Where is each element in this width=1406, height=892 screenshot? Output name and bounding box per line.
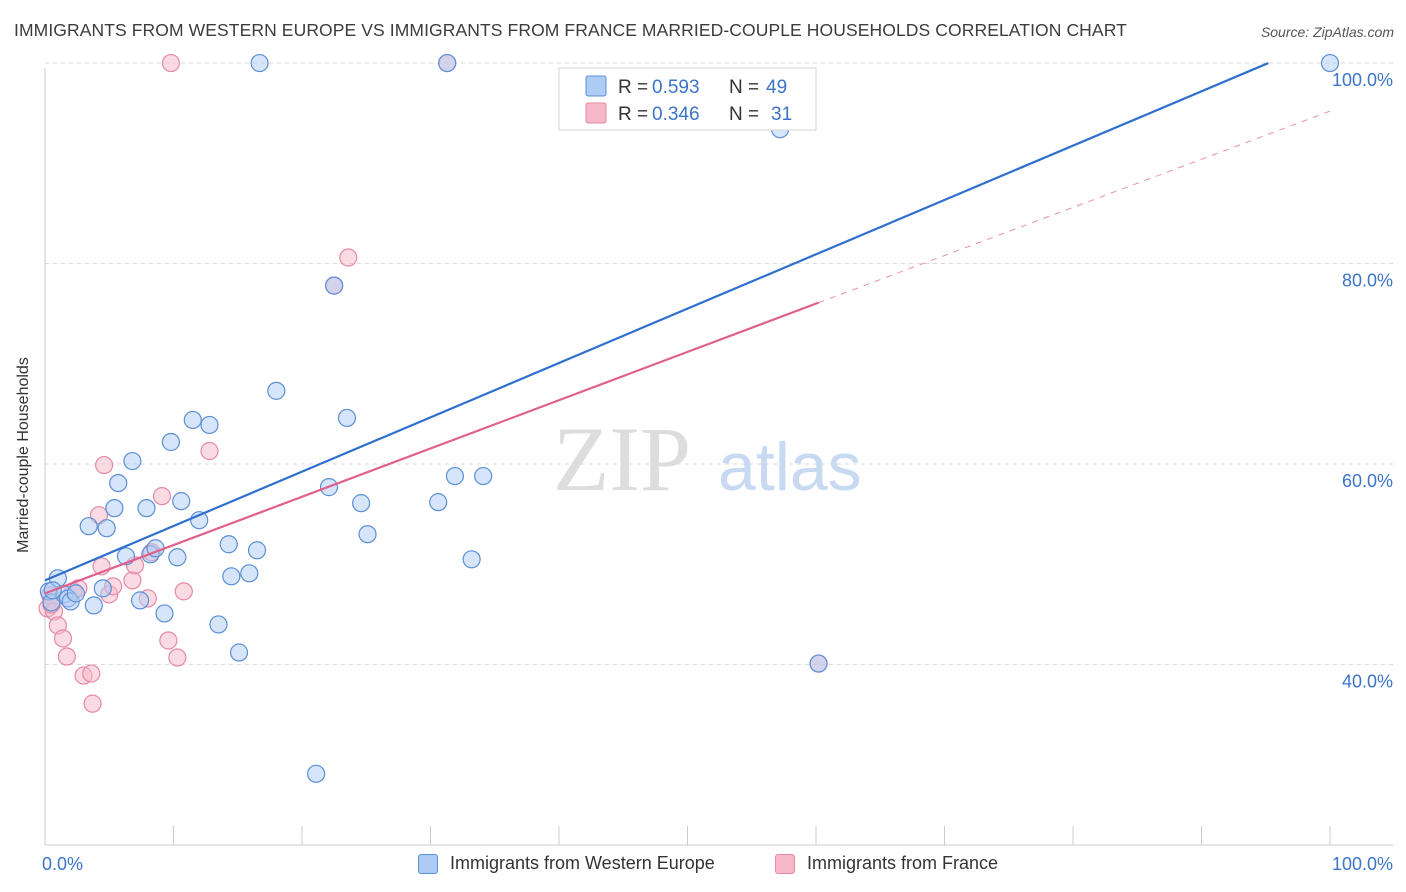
- data-point-western-europe: [84, 596, 103, 615]
- data-point-france: [57, 647, 76, 666]
- bottom-legend-label-france: Immigrants from France: [807, 853, 999, 873]
- bottom-legend: Immigrants from Western Europe Immigrant…: [0, 850, 1406, 880]
- data-point-western-europe: [352, 494, 371, 513]
- data-point-western-europe: [79, 517, 98, 536]
- data-point-western-europe: [161, 432, 181, 452]
- trend-line-france: [44, 301, 819, 595]
- data-point-france: [339, 248, 358, 267]
- data-point-western-europe: [123, 451, 142, 471]
- data-point-western-europe: [93, 579, 112, 598]
- bottom-legend-label-western-europe: Immigrants from Western Europe: [450, 853, 715, 873]
- grid-lines: [45, 62, 1393, 666]
- y-tick-label: 60.0%: [1342, 471, 1393, 491]
- y-tick-label: 100.0%: [1332, 70, 1393, 90]
- data-point-western-europe: [109, 473, 128, 493]
- data-point-france: [83, 694, 102, 713]
- data-point-western-europe: [183, 410, 202, 430]
- legend-n-value-1: 49: [766, 77, 787, 98]
- data-point-western-europe: [307, 764, 326, 783]
- watermark-atlas: atlas: [718, 429, 862, 505]
- data-point-france: [53, 629, 73, 648]
- data-point-western-europe: [445, 466, 465, 486]
- y-axis-label: Married-couple Households: [15, 357, 32, 553]
- watermark-zip: ZIP: [553, 408, 691, 510]
- data-point-western-europe: [97, 519, 116, 538]
- data-point-western-europe: [155, 604, 174, 623]
- legend-r-label-1: R =: [618, 77, 648, 98]
- bottom-legend-swatch-pink: [775, 853, 795, 874]
- data-point-western-europe: [137, 499, 156, 518]
- legend-r-value-1: 0.593: [652, 77, 700, 98]
- legend-swatch-blue: [585, 75, 607, 97]
- data-point-western-europe: [130, 591, 150, 610]
- data-point-western-europe: [462, 550, 481, 569]
- data-point-western-europe: [229, 643, 249, 662]
- chart-title: IMMIGRANTS FROM WESTERN EUROPE VS IMMIGR…: [14, 20, 1127, 40]
- y-tick-label: 40.0%: [1342, 672, 1393, 692]
- data-point-western-europe: [809, 654, 828, 673]
- bottom-legend-item-western-europe: Immigrants from Western Europe: [418, 853, 715, 874]
- data-point-france: [174, 582, 193, 601]
- legend-n-label-2: N =: [729, 104, 759, 125]
- data-point-western-europe: [247, 541, 267, 560]
- data-point-western-europe: [240, 564, 259, 583]
- bottom-legend-item-france: Immigrants from France: [775, 853, 998, 874]
- x-axis: 0.0% 100.0%: [42, 68, 1393, 874]
- x-tick-label-max: 100.0%: [1332, 854, 1393, 874]
- data-point-france: [95, 455, 114, 475]
- data-point-western-europe: [325, 276, 344, 295]
- western-europe-points: [39, 53, 1340, 783]
- source-credit: Source: ZipAtlas.com: [1260, 24, 1394, 40]
- data-point-western-europe: [429, 493, 448, 512]
- data-point-france: [161, 53, 181, 73]
- data-point-france: [159, 631, 178, 650]
- data-point-western-europe: [438, 53, 457, 73]
- legend-r-value-2: 0.346: [652, 104, 700, 125]
- bottom-legend-swatch-blue: [418, 853, 438, 874]
- trend-line-france-extension: [818, 110, 1331, 304]
- trend-lines: [44, 62, 1331, 595]
- data-point-western-europe: [250, 53, 269, 73]
- data-point-france: [168, 648, 187, 667]
- data-point-france: [152, 487, 172, 506]
- data-point-france: [200, 441, 219, 461]
- y-tick-labels: 40.0% 60.0% 80.0% 100.0%: [1332, 70, 1393, 692]
- data-point-western-europe: [267, 381, 286, 400]
- data-point-western-europe: [200, 415, 219, 435]
- data-point-western-europe: [1320, 53, 1340, 73]
- data-point-france: [82, 664, 101, 683]
- data-point-western-europe: [172, 492, 191, 511]
- data-point-france: [123, 571, 142, 590]
- data-point-western-europe: [105, 499, 124, 518]
- data-point-western-europe: [337, 408, 357, 428]
- data-point-western-europe: [219, 535, 238, 554]
- legend-r-label-2: R =: [618, 104, 648, 125]
- data-point-western-europe: [209, 615, 228, 634]
- data-point-western-europe: [168, 548, 187, 567]
- legend-n-value-2: 31: [771, 104, 792, 125]
- data-point-western-europe: [222, 567, 241, 586]
- y-tick-label: 80.0%: [1342, 271, 1393, 291]
- data-point-western-europe: [474, 466, 493, 486]
- data-point-western-europe: [358, 525, 377, 544]
- data-point-western-europe: [66, 584, 85, 603]
- legend-box: R = 0.593 N = 49 R = 0.346 N = 31: [558, 67, 817, 131]
- legend-swatch-pink: [585, 102, 607, 124]
- trend-line-western-europe: [44, 62, 1269, 582]
- legend-n-label-1: N =: [729, 77, 759, 98]
- x-tick-label-min: 0.0%: [42, 854, 83, 874]
